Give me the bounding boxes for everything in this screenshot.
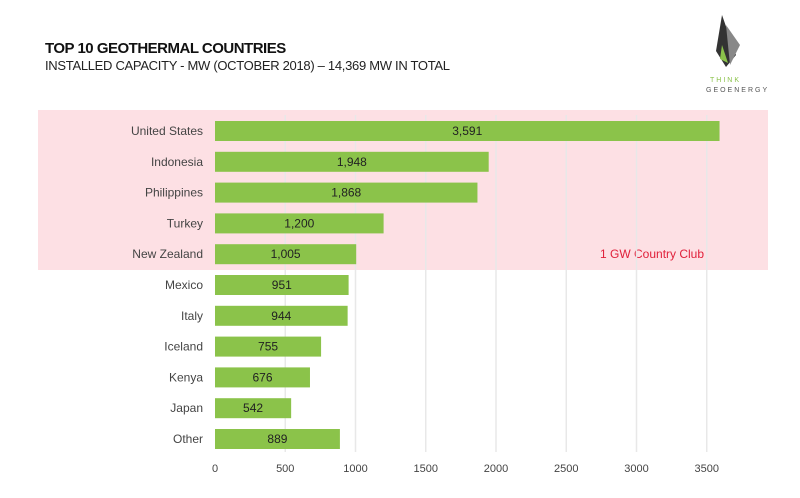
bar	[215, 121, 720, 141]
logo-text-think: THINK	[710, 77, 741, 84]
bar	[215, 213, 384, 234]
bar	[215, 182, 478, 203]
x-tick-label: 1500	[414, 463, 438, 475]
category-label: New Zealand	[132, 247, 203, 261]
category-label: Kenya	[169, 370, 203, 384]
data-label: 3,591	[452, 124, 482, 138]
x-tick-label: 0	[212, 463, 218, 475]
category-label: Japan	[170, 401, 203, 415]
bar	[215, 367, 310, 388]
x-tick-label: 3000	[624, 463, 648, 475]
chart-subtitle: INSTALLED CAPACITY - MW (OCTOBER 2018) –…	[45, 58, 450, 73]
category-label: Iceland	[164, 340, 203, 354]
data-label: 889	[267, 432, 287, 446]
think-geoenergy-logo: THINK GEOENERGY	[700, 15, 770, 94]
bar	[215, 398, 292, 419]
logo-text-geoenergy: GEOENERGY	[706, 87, 770, 94]
data-label: 1,948	[337, 155, 367, 169]
category-label: United States	[131, 124, 203, 138]
data-label: 951	[272, 278, 292, 292]
bar	[215, 305, 348, 326]
data-label: 1,200	[284, 216, 314, 230]
bar	[215, 429, 340, 449]
category-label: Other	[173, 432, 203, 446]
category-label: Philippines	[145, 186, 203, 200]
data-label: 542	[243, 401, 263, 415]
data-label: 1,005	[271, 247, 301, 261]
x-tick-label: 500	[276, 463, 294, 475]
bar	[215, 336, 322, 357]
category-label: Indonesia	[151, 155, 203, 169]
category-label: Turkey	[167, 216, 203, 230]
x-tick-label: 3500	[695, 463, 719, 475]
bar	[215, 151, 489, 172]
x-tick-label: 2000	[484, 463, 508, 475]
annotation-1gw-club: 1 GW Country Club	[600, 247, 705, 261]
data-label: 944	[271, 309, 291, 323]
category-label: Italy	[181, 309, 203, 323]
category-label: Mexico	[165, 278, 203, 292]
bar	[215, 275, 349, 295]
chart-title: TOP 10 GEOTHERMAL COUNTRIES	[45, 40, 286, 57]
data-label: 676	[252, 370, 272, 384]
data-label: 1,868	[331, 186, 361, 200]
flame-logo-icon	[716, 15, 740, 67]
data-label: 755	[258, 340, 278, 354]
bar	[215, 244, 357, 265]
x-tick-label: 2500	[554, 463, 578, 475]
x-tick-label: 1000	[343, 463, 367, 475]
